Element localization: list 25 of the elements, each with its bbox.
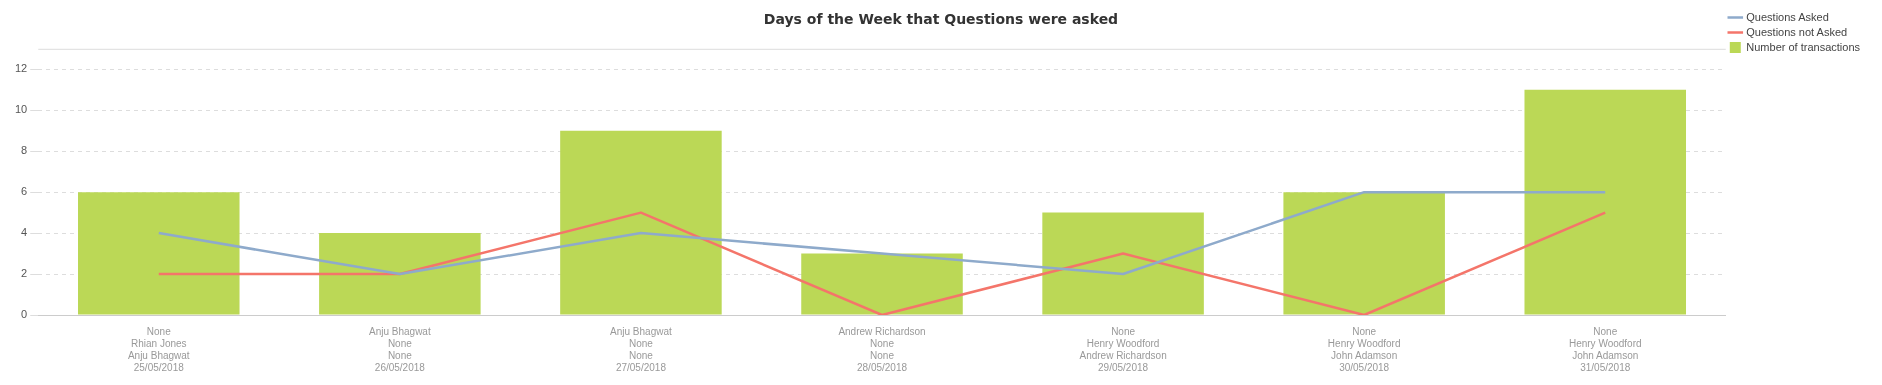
chart-title: Days of the Week that Questions were asked xyxy=(763,11,1119,28)
bar xyxy=(1524,89,1687,315)
y-tick-label: 6 xyxy=(21,185,28,198)
y-tick-label: 12 xyxy=(14,62,28,75)
x-tick-label: None Henry Woodford John Adamson 30/05/2018 xyxy=(1327,325,1401,373)
bar xyxy=(560,130,722,315)
x-tick-label: None Henry Woodford Andrew Richardson 29/05/2018 xyxy=(1079,325,1167,373)
y-tick-label: 0 xyxy=(21,308,28,321)
x-tick-label: None Rhian Jones Anju Bhagwat 25/05/2018 xyxy=(127,325,190,373)
bar xyxy=(78,192,240,315)
bar xyxy=(1042,212,1204,315)
y-tick-label: 2 xyxy=(21,267,28,280)
legend-label: Number of transactions xyxy=(1746,40,1861,53)
legend-label: Questions not Asked xyxy=(1746,25,1848,38)
bar xyxy=(801,253,963,315)
x-tick-label: Anju Bhagwat None None 27/05/2018 xyxy=(610,325,672,373)
x-tick-label: None Henry Woodford John Adamson 31/05/2018 xyxy=(1568,325,1642,373)
bar xyxy=(1283,192,1445,315)
y-tick-label: 4 xyxy=(21,226,28,239)
x-tick-label: Anju Bhagwat None None 26/05/2018 xyxy=(368,325,431,373)
legend-label: Questions Asked xyxy=(1746,10,1829,23)
y-tick-label: 10 xyxy=(14,103,28,116)
y-tick-label: 8 xyxy=(21,144,28,157)
x-tick-label: Andrew Richardson None None 28/05/2018 xyxy=(838,325,926,373)
bar xyxy=(319,233,481,315)
